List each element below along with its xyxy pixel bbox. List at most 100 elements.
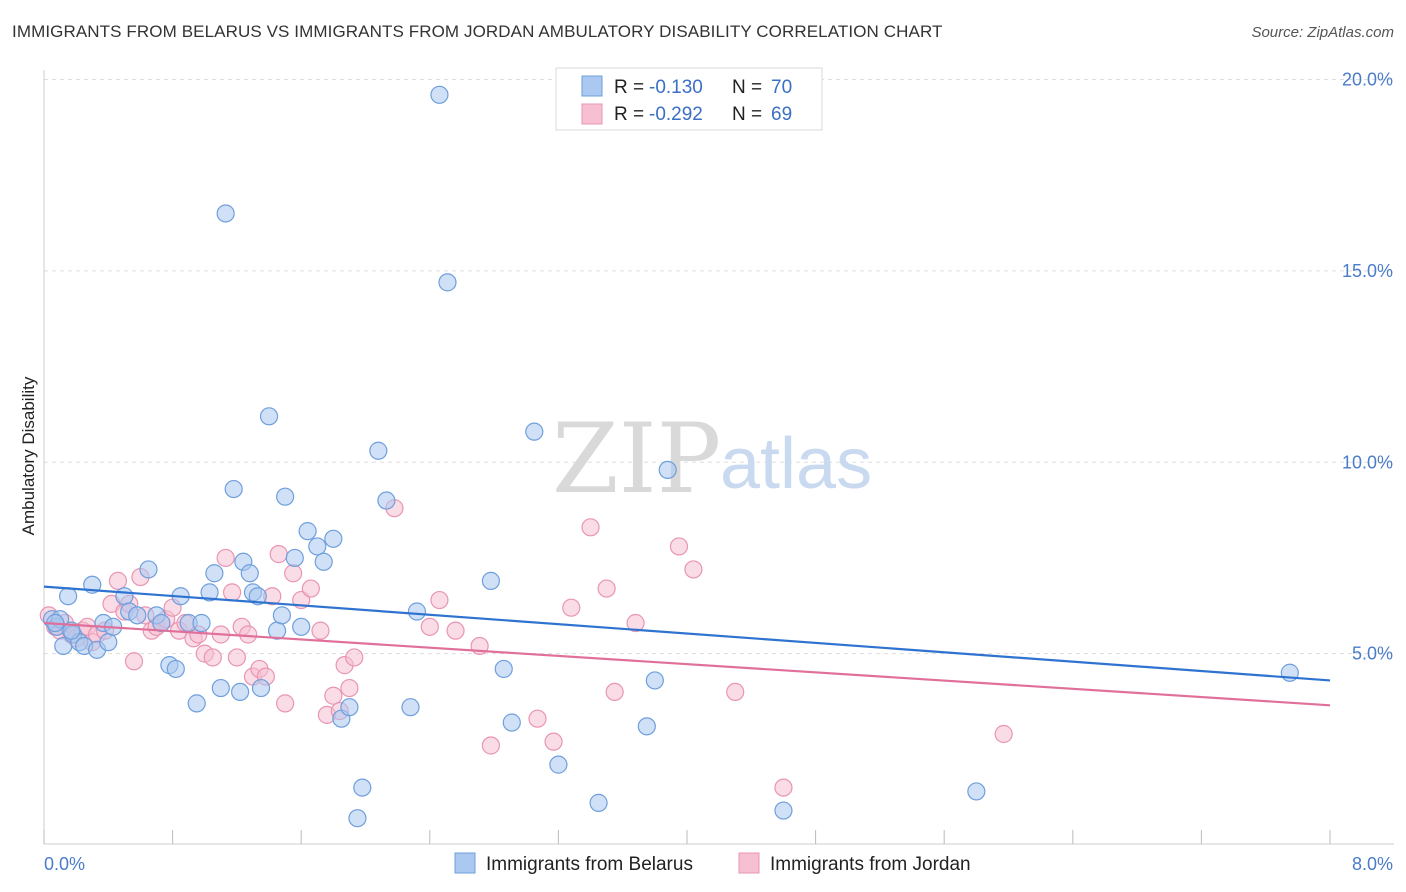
point-belarus-28 bbox=[216, 204, 235, 223]
point-jordan-39 bbox=[269, 545, 288, 564]
point-belarus-41 bbox=[292, 617, 311, 636]
watermark-zip: ZIP bbox=[552, 403, 721, 515]
point-belarus-42 bbox=[298, 522, 317, 541]
bottom-legend-label-belarus: Immigrants from Belarus bbox=[486, 854, 693, 875]
point-jordan-54 bbox=[446, 621, 465, 640]
point-belarus-64 bbox=[658, 460, 677, 480]
point-jordan-66 bbox=[726, 682, 745, 702]
point-belarus-52 bbox=[401, 698, 420, 717]
point-belarus-20 bbox=[166, 659, 185, 679]
point-belarus-34 bbox=[248, 587, 267, 606]
source-label: Source: ZipAtlas.com bbox=[1251, 24, 1394, 41]
point-belarus-51 bbox=[377, 491, 396, 510]
point-belarus-18 bbox=[152, 613, 171, 633]
point-belarus-59 bbox=[525, 422, 544, 441]
point-belarus-65 bbox=[774, 801, 793, 820]
point-jordan-53 bbox=[430, 590, 449, 610]
point-belarus-44 bbox=[314, 552, 333, 571]
point-jordan-30 bbox=[216, 548, 235, 568]
legend-r-value-jordan: -0.292 bbox=[649, 104, 703, 125]
point-jordan-56 bbox=[481, 736, 500, 755]
point-jordan-32 bbox=[227, 648, 246, 667]
point-jordan-63 bbox=[626, 613, 645, 633]
point-belarus-56 bbox=[481, 571, 500, 591]
point-jordan-52 bbox=[420, 617, 439, 636]
point-belarus-15 bbox=[128, 606, 147, 625]
point-jordan-61 bbox=[597, 579, 616, 598]
watermark-atlas: atlas bbox=[720, 424, 872, 504]
point-belarus-36 bbox=[259, 407, 279, 426]
point-belarus-25 bbox=[200, 583, 219, 602]
trend-line-belarus bbox=[43, 585, 1331, 682]
point-jordan-58 bbox=[544, 732, 563, 751]
point-jordan-41 bbox=[284, 564, 303, 583]
point-belarus-43 bbox=[308, 537, 327, 556]
legend-n-label-jordan: N = bbox=[732, 104, 762, 125]
legend-n-label-belarus: N = bbox=[732, 77, 762, 98]
point-belarus-23 bbox=[187, 694, 206, 713]
point-belarus-63 bbox=[645, 671, 664, 690]
point-jordan-68 bbox=[994, 724, 1013, 744]
point-belarus-38 bbox=[272, 606, 292, 625]
legend-swatch-belarus bbox=[581, 75, 603, 97]
y-tick-label-3: 20.0% bbox=[1342, 70, 1393, 90]
y-tick-label-1: 10.0% bbox=[1342, 452, 1393, 472]
point-belarus-16 bbox=[139, 560, 158, 579]
legend-box: R = -0.130 N = 70 R = -0.292 N = 69 bbox=[555, 67, 823, 131]
point-jordan-46 bbox=[324, 686, 343, 705]
y-tick-label-2: 15.0% bbox=[1342, 261, 1393, 281]
point-belarus-29 bbox=[224, 479, 243, 499]
point-belarus-24 bbox=[192, 613, 211, 633]
axes bbox=[43, 70, 1394, 845]
point-belarus-26 bbox=[205, 564, 224, 583]
point-belarus-13 bbox=[115, 587, 134, 606]
point-jordan-40 bbox=[276, 694, 295, 713]
point-jordan-67 bbox=[774, 778, 793, 797]
bottom-legend-swatch-belarus bbox=[454, 852, 476, 874]
bottom-legend: Immigrants from Belarus Immigrants from … bbox=[454, 852, 971, 875]
point-jordan-59 bbox=[562, 598, 581, 617]
legend-r-label-jordan: R = bbox=[614, 104, 644, 125]
point-jordan-62 bbox=[605, 682, 624, 702]
point-jordan-15 bbox=[124, 652, 144, 671]
legend-n-value-jordan: 69 bbox=[771, 104, 792, 125]
watermark: ZIP atlas bbox=[552, 403, 872, 515]
x-tick-labels: 0.0% 8.0% bbox=[44, 854, 1393, 874]
y-axis-label: Ambulatory Disability bbox=[19, 376, 38, 535]
point-belarus-60 bbox=[549, 755, 568, 774]
trend-lines bbox=[43, 585, 1331, 707]
point-belarus-69 bbox=[62, 621, 81, 640]
point-belarus-54 bbox=[430, 85, 449, 104]
point-jordan-28 bbox=[203, 648, 222, 667]
point-jordan-34 bbox=[239, 625, 258, 644]
point-jordan-64 bbox=[669, 537, 689, 556]
y-tick-label-0: 5.0% bbox=[1352, 644, 1393, 664]
legend-n-value-belarus: 70 bbox=[771, 77, 792, 98]
point-belarus-47 bbox=[340, 698, 359, 717]
point-jordan-65 bbox=[684, 560, 703, 579]
bottom-legend-swatch-jordan bbox=[738, 852, 760, 874]
point-belarus-40 bbox=[285, 548, 304, 568]
legend-swatch-jordan bbox=[581, 103, 603, 125]
point-belarus-48 bbox=[348, 809, 367, 828]
point-belarus-27 bbox=[211, 678, 230, 698]
point-belarus-4 bbox=[59, 587, 78, 606]
x-tick-label-1: 8.0% bbox=[1352, 854, 1393, 874]
point-belarus-53 bbox=[407, 602, 427, 621]
point-belarus-57 bbox=[494, 659, 513, 679]
point-belarus-55 bbox=[438, 273, 457, 292]
point-belarus-32 bbox=[240, 564, 259, 583]
point-jordan-57 bbox=[528, 709, 547, 728]
point-belarus-30 bbox=[231, 682, 250, 702]
x-tick-label-0: 0.0% bbox=[44, 854, 85, 874]
point-belarus-50 bbox=[369, 441, 388, 460]
point-belarus-35 bbox=[251, 678, 271, 698]
point-belarus-61 bbox=[589, 793, 608, 812]
point-belarus-49 bbox=[353, 778, 372, 797]
point-jordan-49 bbox=[340, 678, 359, 698]
point-belarus-58 bbox=[502, 713, 521, 732]
point-jordan-60 bbox=[581, 518, 600, 537]
point-jordan-12 bbox=[108, 571, 128, 591]
point-belarus-66 bbox=[967, 782, 986, 801]
